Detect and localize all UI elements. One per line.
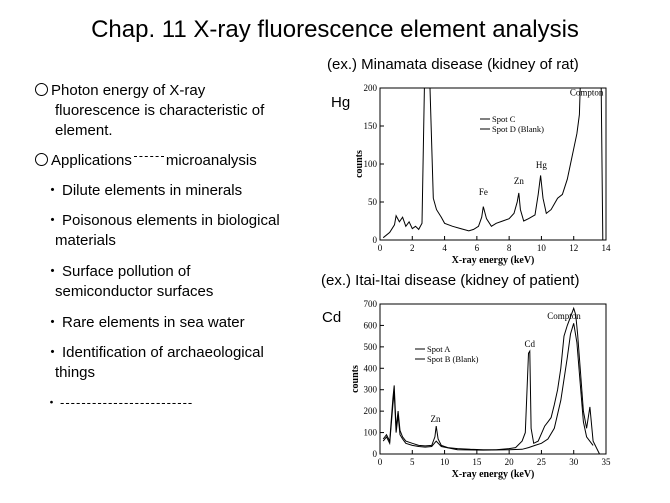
legend-label: Spot C [492, 114, 516, 124]
x-tick-label: 8 [507, 243, 512, 253]
x-tick-label: 10 [537, 243, 547, 253]
sub-bullet-dot: ・ [45, 182, 61, 199]
x-tick-label: 6 [475, 243, 480, 253]
chart1-caption: (ex.) Minamata disease (kidney of rat) [327, 56, 579, 73]
sub-item-line: Identification of archaeological [62, 344, 264, 361]
x-tick-label: 20 [505, 457, 514, 467]
slide-title: Chap. 11 X-ray fluorescence element anal… [91, 16, 579, 43]
sub-item-more: ・ ------------------------- [45, 393, 193, 413]
sub-item-line: Poisonous elements in biological [62, 212, 280, 229]
y-tick-label: 100 [364, 428, 378, 438]
y-tick-label: 150 [364, 121, 378, 131]
applications-label: Applications [51, 152, 132, 169]
spectrum-series-line [382, 323, 594, 451]
peak-label: Zn [431, 414, 441, 424]
bullet-text-line: Photon energy of X-ray [51, 82, 206, 99]
y-tick-label: 200 [364, 406, 378, 416]
bullet-applications: Applications microanalysis [35, 151, 257, 171]
y-tick-label: 600 [364, 320, 378, 330]
chart-itai-itai-spectrum: 0 5 10 15 20 25 30 35 0 100 200 300 400 500 600 700 X-ra… [350, 299, 612, 480]
sub-item-line: Rare elements in sea water [62, 314, 245, 331]
legend-label: Spot B (Blank) [427, 354, 479, 364]
sub-bullet-dot: ・ [45, 314, 61, 331]
peak-label: Hg [536, 160, 547, 170]
y-axis-label: counts [350, 365, 361, 393]
bullet-circle-icon [35, 153, 48, 166]
sub-item-line: semiconductor surfaces [55, 283, 214, 300]
x-tick-label: 5 [410, 457, 415, 467]
x-tick-label: 14 [602, 243, 612, 253]
sub-bullet-dot: ・ [45, 344, 61, 361]
sub-item-archaeological: ・ Identification of archaeological things [45, 343, 264, 383]
legend-label: Spot D (Blank) [492, 124, 544, 134]
spectrum-series-line [382, 306, 600, 454]
x-tick-label: 30 [569, 457, 579, 467]
y-tick-label: 400 [364, 363, 378, 373]
chart2-caption: (ex.) Itai-Itai disease (kidney of patie… [321, 272, 580, 289]
sub-item-line: materials [55, 232, 116, 249]
sub-item-rare: ・ Rare elements in sea water [45, 313, 245, 333]
x-tick-label: 15 [472, 457, 482, 467]
sub-item-dashes: ------------------------- [60, 395, 194, 410]
x-axis-label: X-ray energy (keV) [452, 255, 535, 266]
x-tick-label: 2 [410, 243, 415, 253]
peak-label: Compton [547, 311, 581, 321]
y-tick-label: 700 [364, 299, 378, 309]
x-tick-label: 0 [378, 457, 383, 467]
plot-frame [379, 303, 607, 455]
y-axis-label: counts [354, 150, 365, 178]
y-tick-label: 200 [364, 83, 378, 93]
chart-minamata-spectrum: 0 2 4 6 8 10 12 14 0 50 100 150 200 X-ray energy (keV… [354, 83, 612, 266]
bullet-photon-energy: Photon energy of X-ray fluorescence is c… [35, 81, 264, 141]
y-tick-label: 100 [364, 159, 378, 169]
y-tick-label: 0 [373, 235, 378, 245]
y-tick-label: 500 [364, 342, 378, 352]
x-tick-label: 4 [442, 243, 447, 253]
chart1-element-label: Hg [331, 94, 351, 111]
sub-item-dilute: ・ Dilute elements in minerals [45, 181, 242, 201]
sub-bullet-dot: ・ [45, 263, 61, 280]
x-tick-label: 25 [537, 457, 547, 467]
peak-label: Cd [525, 339, 536, 349]
sub-item-line: things [55, 364, 96, 381]
bullet-text-line: fluorescence is characteristic of [55, 102, 265, 119]
sub-item-poisonous: ・ Poisonous elements in biological materi… [45, 211, 280, 251]
bullet-text-line: element. [55, 122, 113, 139]
sub-item-line: Surface pollution of [62, 263, 191, 280]
peak-label: Zn [514, 176, 524, 186]
applications-rest: microanalysis [165, 152, 257, 169]
peak-label: Compton [570, 88, 604, 98]
sub-item-surface: ・ Surface pollution of semiconductor surf… [45, 262, 213, 302]
y-tick-label: 300 [364, 385, 378, 395]
spectrum-series-line [382, 88, 581, 239]
x-tick-label: 10 [440, 457, 450, 467]
x-axis-label: X-ray energy (keV) [452, 469, 535, 480]
peak-label: Fe [479, 187, 488, 197]
bullet-circle-icon [35, 83, 48, 96]
x-tick-label: 12 [569, 243, 578, 253]
x-tick-label: 0 [378, 243, 383, 253]
sub-bullet-dot: ・ [45, 395, 59, 410]
y-tick-label: 50 [368, 197, 378, 207]
chart2-element-label: Cd [322, 309, 342, 326]
spectrum-series-line [581, 88, 606, 240]
plot-frame [379, 87, 607, 241]
sub-item-line: Dilute elements in minerals [62, 182, 243, 199]
legend-label: Spot A [427, 344, 451, 354]
y-tick-label: 0 [373, 449, 378, 459]
sub-bullet-dot: ・ [45, 212, 61, 229]
x-tick-label: 35 [602, 457, 612, 467]
dashed-connector [133, 156, 164, 157]
